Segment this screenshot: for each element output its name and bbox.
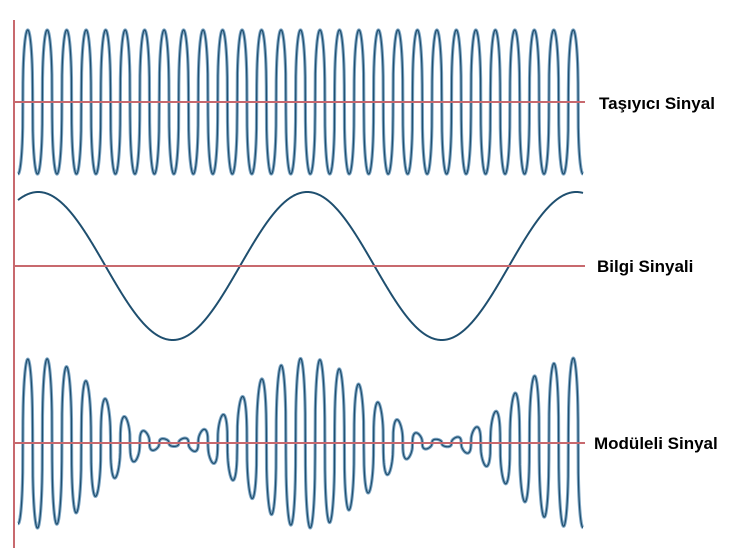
modulated-signal-label: Modüleli Sinyal <box>594 434 718 453</box>
information-signal-label: Bilgi Sinyali <box>597 257 694 276</box>
modulated-wave <box>17 357 584 529</box>
information-wave <box>17 191 584 341</box>
carrier-wave <box>17 29 584 175</box>
carrier-signal-label: Taşıyıcı Sinyal <box>599 94 715 113</box>
